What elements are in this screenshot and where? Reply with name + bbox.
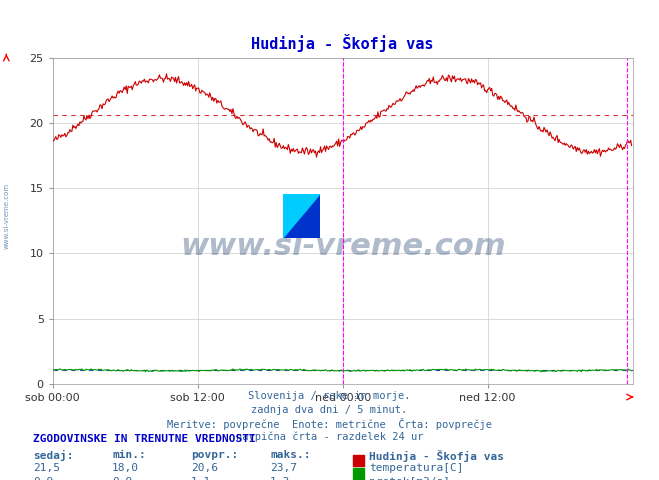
Text: ZGODOVINSKE IN TRENUTNE VREDNOSTI: ZGODOVINSKE IN TRENUTNE VREDNOSTI xyxy=(33,434,256,444)
Text: 23,7: 23,7 xyxy=(270,463,297,473)
Text: Slovenija / reke in morje.: Slovenija / reke in morje. xyxy=(248,391,411,401)
Text: navpična črta - razdelek 24 ur: navpična črta - razdelek 24 ur xyxy=(236,432,423,442)
Text: min.:: min.: xyxy=(112,450,146,460)
Text: temperatura[C]: temperatura[C] xyxy=(369,463,463,473)
Polygon shape xyxy=(283,194,320,238)
Polygon shape xyxy=(283,194,320,238)
Text: 21,5: 21,5 xyxy=(33,463,60,473)
Text: 1,1: 1,1 xyxy=(191,477,212,480)
Text: Meritve: povprečne  Enote: metrične  Črta: povprečje: Meritve: povprečne Enote: metrične Črta:… xyxy=(167,418,492,430)
Text: sedaj:: sedaj: xyxy=(33,450,73,461)
Bar xyxy=(302,194,320,238)
Text: zadnja dva dni / 5 minut.: zadnja dva dni / 5 minut. xyxy=(251,405,408,415)
Text: www.si-vreme.com: www.si-vreme.com xyxy=(180,232,505,262)
Text: 1,3: 1,3 xyxy=(270,477,291,480)
Text: povpr.:: povpr.: xyxy=(191,450,239,460)
Bar xyxy=(283,216,302,238)
Polygon shape xyxy=(283,194,320,238)
Text: 0,9: 0,9 xyxy=(112,477,132,480)
Text: www.si-vreme.com: www.si-vreme.com xyxy=(3,183,10,249)
Title: Hudinja - Škofja vas: Hudinja - Škofja vas xyxy=(252,34,434,52)
Text: maks.:: maks.: xyxy=(270,450,310,460)
Text: 0,9: 0,9 xyxy=(33,477,53,480)
Text: Hudinja - Škofja vas: Hudinja - Škofja vas xyxy=(369,450,504,462)
Text: 18,0: 18,0 xyxy=(112,463,139,473)
Bar xyxy=(283,194,302,216)
Text: pretok[m3/s]: pretok[m3/s] xyxy=(369,477,450,480)
Text: 20,6: 20,6 xyxy=(191,463,218,473)
